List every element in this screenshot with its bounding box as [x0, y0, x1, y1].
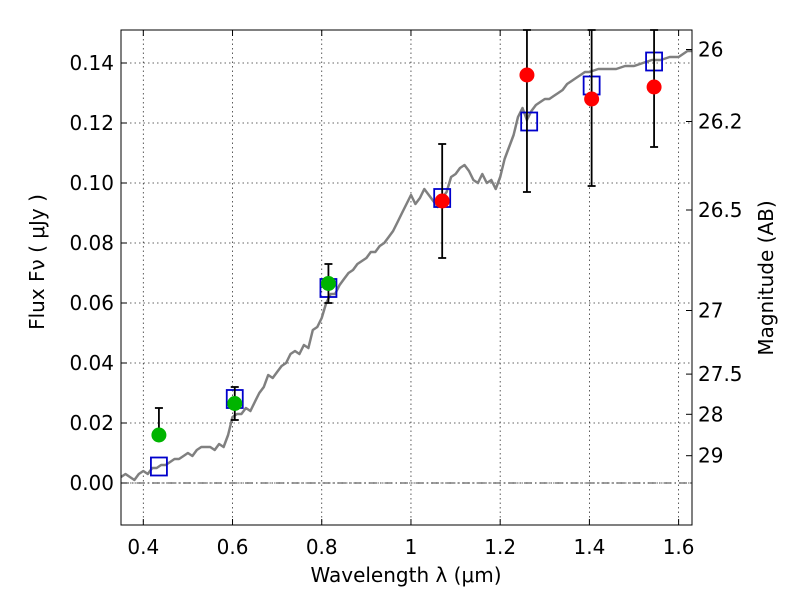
y-tick-label: 0.08: [69, 231, 114, 255]
y-tick-label: 0.12: [69, 111, 114, 135]
magnitude-tick-label: 28: [698, 402, 723, 426]
x-tick-label: 0.8: [306, 535, 338, 559]
model-spectrum-line: [120, 49, 692, 482]
magnitude-tick-label: 26.5: [698, 198, 743, 222]
model-square-marker: [520, 111, 539, 132]
green-data-point: [320, 276, 336, 291]
magnitude-tick-label: 27: [698, 299, 723, 323]
y-tick-labels: 0.00 0.02 0.04 0.06 0.08 0.10 0.12 0.14: [69, 51, 114, 495]
y-tick-label: 0.02: [69, 411, 114, 435]
tick-marks: [121, 30, 692, 525]
magnitude-tick-label: 29: [698, 444, 723, 468]
y-tick-label: 0.06: [69, 291, 114, 315]
x-tick-label: 1: [405, 535, 418, 559]
series-layer: [120, 29, 692, 482]
red-data-point: [646, 79, 662, 95]
x-tick-labels: 0.4 0.6 0.8 1 1.2 1.4 1.6: [127, 535, 694, 559]
right-magnitude-tick-labels: 26 26.2 26.5 27 27.5 28 29: [698, 38, 743, 468]
y-tick-label: 0.14: [69, 51, 114, 75]
magnitude-tick-label: 26.2: [698, 110, 743, 134]
x-tick-label: 0.4: [127, 535, 159, 559]
magnitude-tick-label: 27.5: [698, 362, 743, 386]
x-tick-label: 1.4: [573, 535, 605, 559]
red-data-point: [584, 91, 600, 107]
model-square-marker: [150, 456, 168, 477]
magnitude-tick-label: 26: [698, 38, 723, 62]
y-axis-title: Flux Fν ( μJy ): [25, 194, 49, 330]
x-tick-label: 0.6: [217, 535, 249, 559]
green-data-point: [227, 396, 243, 411]
y-tick-label: 0.10: [69, 171, 114, 195]
red-data-point: [519, 67, 535, 83]
right-axis-title: Magnitude (AB): [754, 200, 778, 355]
x-tick-label: 1.6: [663, 535, 695, 559]
green-data-point: [151, 427, 167, 443]
grid: [121, 30, 692, 525]
y-tick-label: 0.00: [69, 471, 114, 495]
red-data-point: [434, 193, 450, 209]
x-axis-title: Wavelength λ (μm): [310, 563, 501, 587]
y-tick-label: 0.04: [69, 351, 114, 375]
plot-frame: [120, 29, 693, 526]
x-tick-label: 1.2: [484, 535, 516, 559]
